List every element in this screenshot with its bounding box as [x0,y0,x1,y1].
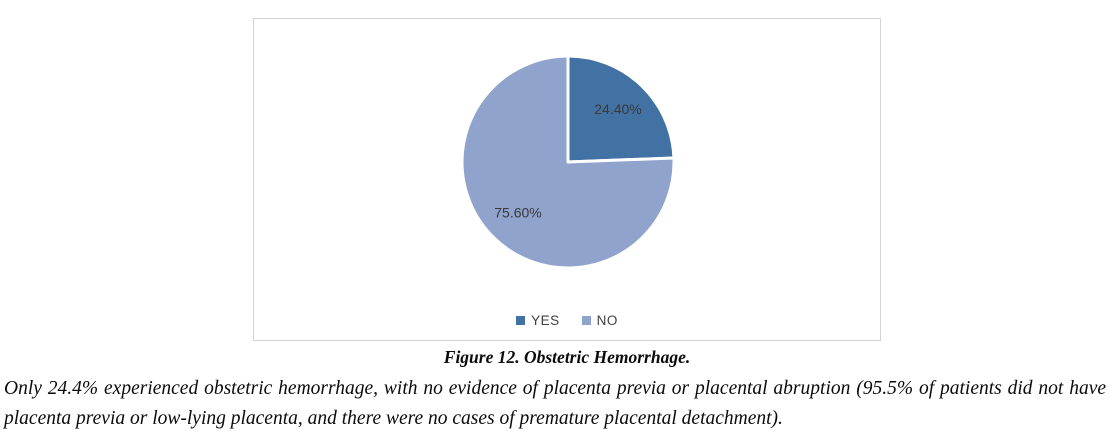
pie-chart: 24.40% 75.60% [460,54,676,270]
figure-description: Only 24.4% experienced obstetric hemorrh… [4,378,1106,429]
legend-item-no: NO [581,313,618,328]
chart-panel: 24.40% 75.60% YES NO [253,18,881,341]
legend-item-yes: YES [516,313,560,328]
legend-swatch-yes [516,316,526,325]
pie-slice-no [460,54,676,270]
figure-caption: Figure 12. Obstetric Hemorrhage. [443,347,691,367]
legend-swatch-no [581,316,591,325]
pie-slice-yes [566,54,676,164]
chart-legend: YES NO [254,313,880,328]
pie-slice-label-yes: 24.40% [594,101,641,117]
pie-slice-label-no: 75.60% [494,205,541,221]
legend-label-no: NO [596,313,618,328]
legend-label-yes: YES [531,313,560,328]
